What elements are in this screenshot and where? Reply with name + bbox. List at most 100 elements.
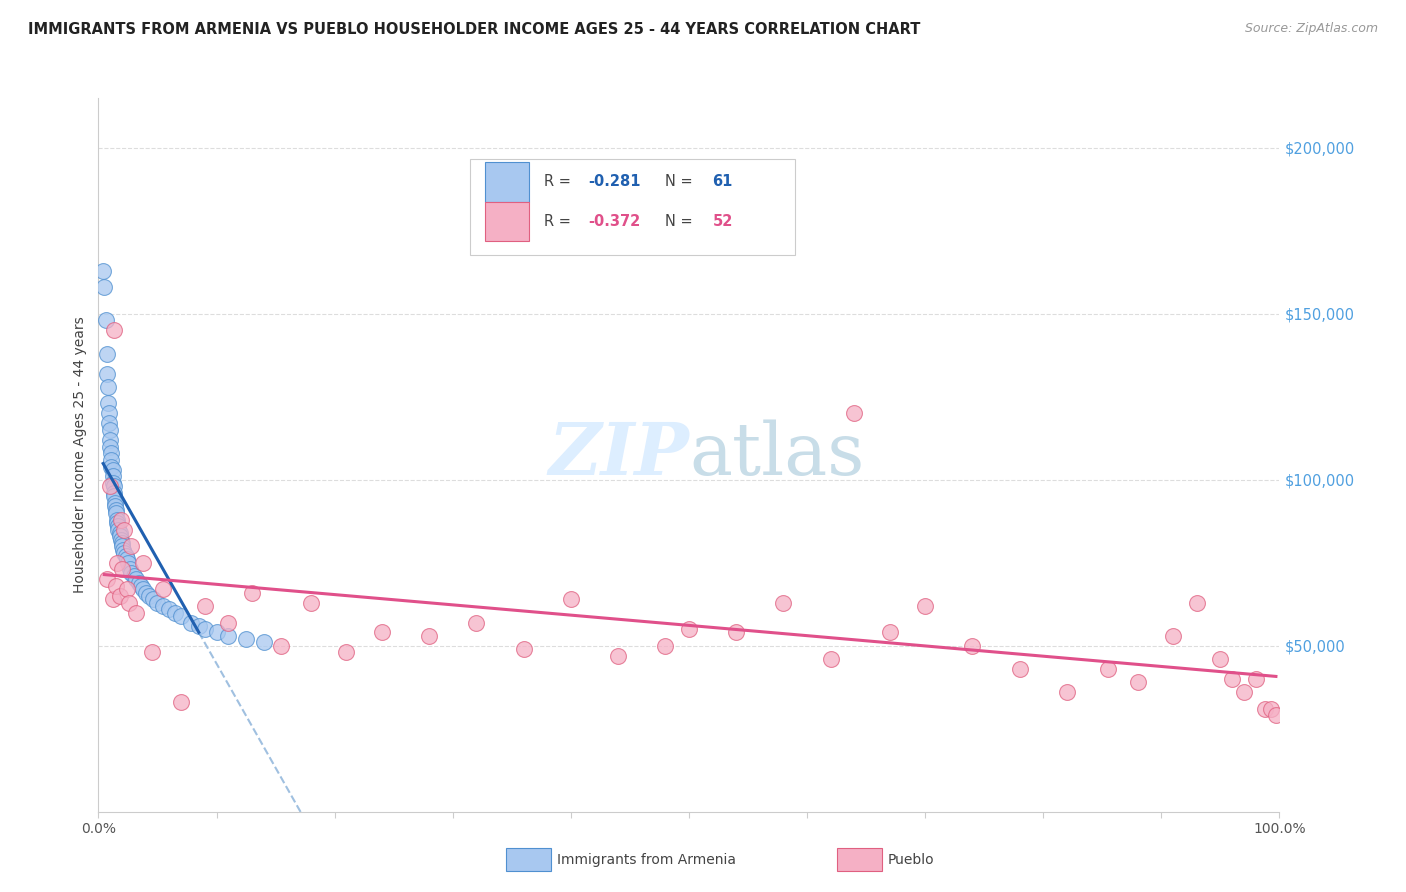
Point (117, 556, 139, 570)
Text: N =: N = (665, 214, 697, 228)
Point (122, 569, 145, 583)
Point (97, 396, 120, 410)
Point (135, 585, 157, 599)
Point (1161, 629, 1184, 643)
Text: R =: R = (544, 214, 575, 228)
Point (132, 556, 155, 570)
Point (121, 539, 143, 553)
Point (98, 423, 121, 437)
Point (607, 648, 630, 663)
Point (335, 645, 357, 659)
Point (108, 529, 131, 543)
Point (104, 496, 127, 510)
Point (1244, 672, 1267, 686)
Point (101, 476, 124, 491)
Point (98, 417, 121, 431)
Text: ZIP: ZIP (548, 419, 689, 491)
Point (170, 608, 193, 623)
Text: 52: 52 (713, 214, 733, 228)
Point (128, 575, 150, 590)
Point (98, 406, 121, 420)
Point (1097, 662, 1119, 676)
Point (100, 459, 122, 474)
Point (138, 589, 160, 603)
Point (120, 562, 142, 576)
Point (125, 606, 148, 620)
Text: Source: ZipAtlas.com: Source: ZipAtlas.com (1244, 22, 1378, 36)
Point (132, 582, 155, 597)
Point (654, 639, 676, 653)
Point (97, 380, 120, 394)
Point (844, 406, 866, 420)
Point (94, 313, 117, 327)
Point (100, 446, 122, 460)
Point (1056, 685, 1078, 699)
Point (512, 642, 534, 657)
Point (103, 490, 125, 504)
Point (115, 582, 138, 597)
Point (1008, 662, 1031, 676)
Point (104, 500, 127, 514)
Point (103, 323, 125, 337)
Point (107, 523, 129, 537)
Text: IMMIGRANTS FROM ARMENIA VS PUEBLO HOUSEHOLDER INCOME AGES 25 - 44 YEARS CORRELAT: IMMIGRANTS FROM ARMENIA VS PUEBLO HOUSEH… (28, 22, 921, 37)
Point (111, 539, 134, 553)
Point (105, 502, 128, 516)
Point (142, 592, 165, 607)
Point (1264, 708, 1286, 723)
Point (110, 533, 132, 547)
Point (180, 615, 202, 630)
Point (157, 602, 180, 616)
Point (187, 619, 209, 633)
Point (299, 596, 322, 610)
Point (114, 549, 136, 563)
Point (105, 513, 128, 527)
Point (1220, 672, 1243, 686)
Point (165, 606, 187, 620)
Point (725, 625, 748, 640)
Text: -0.372: -0.372 (589, 214, 641, 228)
Point (105, 556, 128, 570)
Point (194, 599, 217, 613)
Point (93, 280, 115, 294)
Point (270, 639, 292, 653)
Point (112, 546, 135, 560)
Point (1254, 702, 1277, 716)
Point (772, 596, 794, 610)
Point (217, 629, 239, 643)
Bar (485, 202, 530, 241)
Point (108, 525, 131, 540)
Point (141, 645, 163, 659)
Point (125, 573, 148, 587)
Point (103, 479, 125, 493)
Point (105, 506, 128, 520)
Point (240, 585, 263, 599)
Point (1185, 596, 1208, 610)
Text: atlas: atlas (689, 419, 865, 491)
Point (98, 479, 121, 493)
Bar (485, 162, 530, 202)
Point (129, 579, 152, 593)
Point (1233, 685, 1256, 699)
Point (1260, 702, 1282, 716)
Point (678, 622, 700, 636)
Point (115, 552, 138, 566)
Point (101, 463, 124, 477)
Point (371, 625, 394, 640)
Point (253, 635, 276, 649)
Bar (471, 159, 796, 255)
Point (1126, 675, 1149, 690)
Point (118, 596, 141, 610)
Point (146, 596, 169, 610)
Point (235, 632, 257, 647)
Point (108, 589, 131, 603)
Text: 61: 61 (713, 175, 733, 189)
Point (418, 629, 440, 643)
Text: -0.281: -0.281 (589, 175, 641, 189)
Y-axis label: Householder Income Ages 25 - 44 years: Householder Income Ages 25 - 44 years (73, 317, 87, 593)
Point (121, 566, 143, 580)
Point (110, 513, 132, 527)
Point (879, 625, 901, 640)
Point (100, 453, 122, 467)
Text: Immigrants from Armenia: Immigrants from Armenia (557, 853, 735, 867)
